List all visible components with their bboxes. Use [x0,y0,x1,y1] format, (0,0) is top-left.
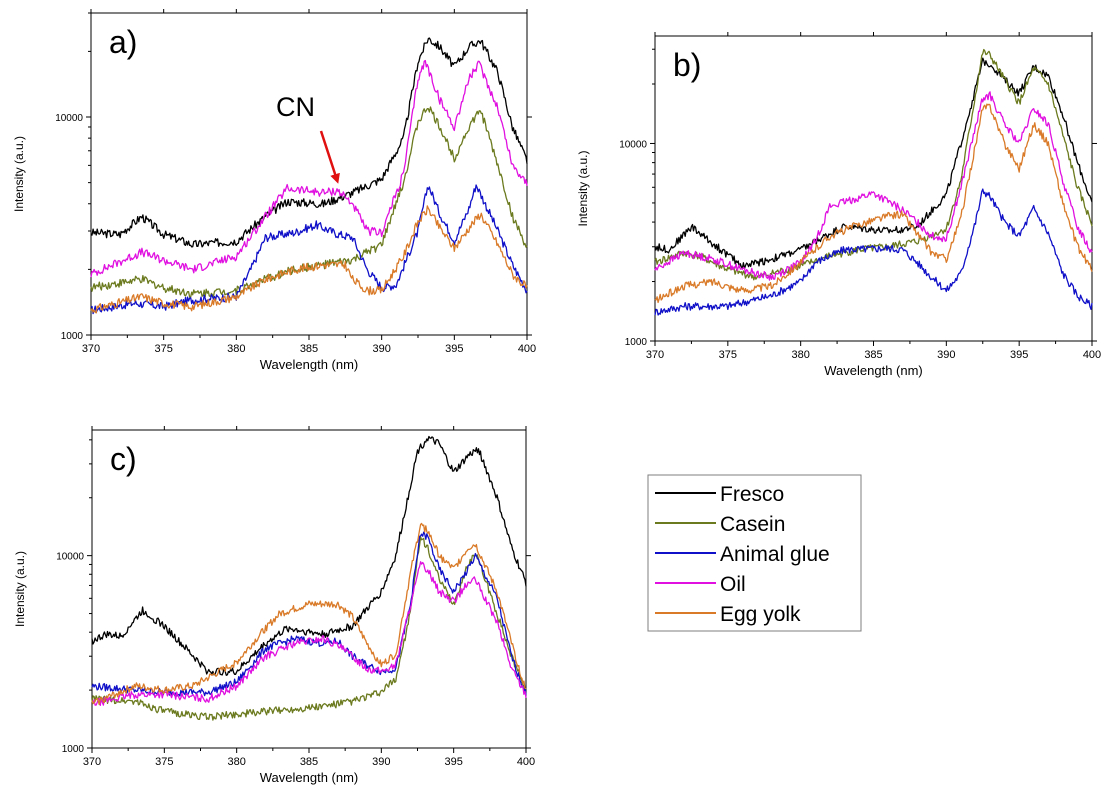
x-axis-label: Wavelength (nm) [260,770,359,785]
cn-annotation: CN [276,92,340,184]
x-tick-label: 375 [155,756,173,768]
series-line-egg-yolk [91,522,527,706]
y-axis: 1000 10000 Intensity (a.u.) [12,12,532,342]
x-tick-label: 400 [517,756,535,768]
panel-label: c) [110,441,137,477]
series-group [654,48,1093,316]
x-axis: 370 375 380 385 390 395 400 Wavelength (nm) [82,9,536,372]
x-axis: 370 375 380 385 390 395 400 Wavelength (nm) [83,426,535,785]
y-axis-label: Intensity (a.u.) [12,136,26,212]
y-axis: 1000 10000 Intensity (a.u.) [13,439,531,755]
y-axis: 1000 10000 Intensity (a.u.) [576,48,1097,348]
y-tick-label: 1000 [62,744,85,755]
legend-item: Fresco [655,483,784,506]
series-line-animal-glue [91,531,527,697]
panel-label: a) [109,24,137,60]
x-tick-label: 390 [372,756,390,768]
panel-label: b) [673,47,701,83]
y-tick-label: 1000 [61,331,84,342]
x-axis-label: Wavelength (nm) [260,357,359,372]
series-line-egg-yolk [654,103,1093,304]
x-tick-label: 400 [518,343,536,355]
y-axis-label: Intensity (a.u.) [13,551,27,627]
series-line-fresco [654,57,1093,270]
series-line-animal-glue [654,188,1093,316]
x-tick-label: 370 [83,756,101,768]
x-tick-label: 375 [719,349,737,361]
legend-label: Animal glue [720,543,830,566]
y-tick-label: 1000 [625,337,648,348]
y-tick-label: 10000 [619,139,647,150]
x-tick-label: 395 [444,756,462,768]
legend-label: Oil [720,573,746,596]
x-tick-label: 380 [791,349,809,361]
x-tick-label: 390 [937,349,955,361]
legend-label: Fresco [720,483,784,506]
x-tick-label: 400 [1083,349,1101,361]
y-axis-label: Intensity (a.u.) [576,150,590,226]
series-group [90,37,528,315]
y-tick-label: 10000 [55,113,83,124]
legend-item: Oil [655,573,746,596]
x-tick-label: 395 [1010,349,1028,361]
legend: Fresco Casein Animal glue Oil Egg yolk [647,474,862,632]
series-group [91,435,527,721]
y-tick-label: 10000 [56,552,84,563]
x-tick-label: 380 [227,756,245,768]
cn-annotation-label: CN [276,92,315,122]
series-line-fresco [90,37,528,248]
panel-a: 370 375 380 385 390 395 400 Wavelength (nm) 1000… [12,9,536,372]
series-line-casein [91,536,527,721]
x-tick-label: 380 [227,343,245,355]
legend-label: Casein [720,513,785,536]
x-axis-label: Wavelength (nm) [824,363,923,378]
series-line-oil [654,91,1093,281]
panel-b: 370 375 380 385 390 395 400 Wavelength (nm) 1000… [576,32,1101,378]
series-line-egg-yolk [90,205,528,314]
panel-c: 370 375 380 385 390 395 400 Wavelength (nm) 1000… [13,426,535,785]
legend-item: Egg yolk [655,603,801,626]
x-tick-label: 385 [300,343,318,355]
series-line-casein [654,48,1093,281]
legend-item: Casein [655,513,785,536]
x-tick-label: 395 [445,343,463,355]
x-tick-label: 385 [300,756,318,768]
x-tick-label: 375 [154,343,172,355]
x-tick-label: 390 [372,343,390,355]
series-line-oil [90,59,528,278]
legend-label: Egg yolk [720,603,801,626]
legend-item: Animal glue [655,543,830,566]
x-tick-label: 385 [864,349,882,361]
x-tick-label: 370 [82,343,100,355]
x-axis: 370 375 380 385 390 395 400 Wavelength (nm) [646,32,1101,378]
series-line-fresco [91,435,527,676]
x-tick-label: 370 [646,349,664,361]
cn-arrow [319,130,340,184]
